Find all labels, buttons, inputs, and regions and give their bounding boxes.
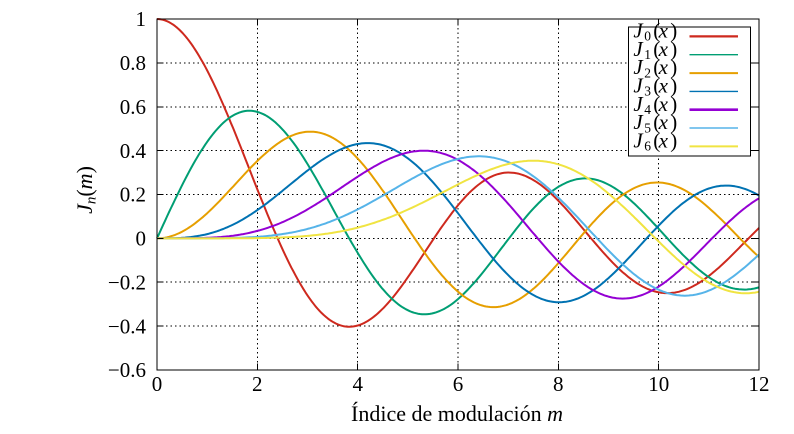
svg-text:0.6: 0.6 <box>120 95 146 119</box>
svg-text:6: 6 <box>453 372 464 396</box>
svg-text:0: 0 <box>152 372 163 396</box>
svg-text:J4(x): J4 (x) <box>633 92 677 117</box>
svg-text:0.8: 0.8 <box>120 51 146 75</box>
svg-text:8: 8 <box>553 372 564 396</box>
svg-text:Jn(m): Jn(m) <box>72 166 100 214</box>
svg-text:10: 10 <box>648 372 669 396</box>
svg-text:J3(x): J3 (x) <box>633 74 677 99</box>
svg-text:−0.2: −0.2 <box>108 270 146 294</box>
svg-text:12: 12 <box>749 372 770 396</box>
svg-text:Índice de modulación m: Índice de modulación m <box>351 401 563 426</box>
svg-text:J0(x): J0 (x) <box>633 19 677 44</box>
svg-text:0.4: 0.4 <box>120 139 147 163</box>
svg-text:−0.6: −0.6 <box>108 358 146 382</box>
svg-text:0.2: 0.2 <box>120 183 146 207</box>
svg-text:J6(x): J6 (x) <box>633 129 677 154</box>
svg-text:J5(x): J5 (x) <box>633 110 677 135</box>
svg-text:1: 1 <box>136 7 147 31</box>
svg-text:2: 2 <box>252 372 263 396</box>
svg-text:−0.4: −0.4 <box>108 314 147 338</box>
svg-text:0: 0 <box>136 227 147 251</box>
svg-text:4: 4 <box>352 372 363 396</box>
svg-text:J1(x): J1 (x) <box>633 37 677 62</box>
svg-text:J2(x): J2 (x) <box>633 55 677 80</box>
